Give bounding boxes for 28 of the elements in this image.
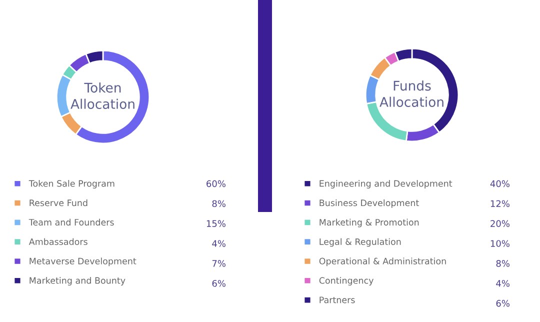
legend-label: Marketing and Bounty	[30, 277, 126, 286]
data-label: 60%	[206, 180, 226, 188]
legend-label: Operational & Administration	[319, 258, 446, 266]
legend-label: Contingency	[319, 277, 374, 286]
data-label: 6%	[496, 300, 510, 307]
legend-label: Legal & Regulation	[320, 238, 401, 247]
legend-label: Metaverse Development	[30, 258, 136, 266]
legend-label: Partners	[320, 296, 355, 304]
text: Funds Allocation	[380, 80, 444, 107]
data-label: 10%	[490, 240, 510, 247]
data-label: 8%	[496, 260, 510, 267]
text: Token Allocation	[70, 82, 134, 109]
legend-label: Engineering and Development	[320, 180, 452, 188]
data-label: 7%	[212, 260, 226, 267]
data-label: 4%	[212, 240, 226, 247]
legend-label: Business Development	[320, 199, 419, 208]
data-label: 15%	[206, 220, 226, 227]
legend-label: Reserve Fund	[30, 199, 88, 206]
data-label: 4%	[496, 280, 510, 287]
data-label: 8%	[212, 200, 226, 208]
data-label: 20%	[490, 220, 510, 227]
data-label: 6%	[212, 280, 226, 287]
data-label: 40%	[490, 180, 510, 188]
data-label: 12%	[490, 200, 510, 208]
legend-label: Team and Founders	[28, 218, 114, 226]
legend-label: Marketing & Promotion	[320, 218, 419, 228]
legend-label: Token Sale Program	[28, 180, 114, 188]
legend-label: Ambassadors	[28, 238, 88, 245]
